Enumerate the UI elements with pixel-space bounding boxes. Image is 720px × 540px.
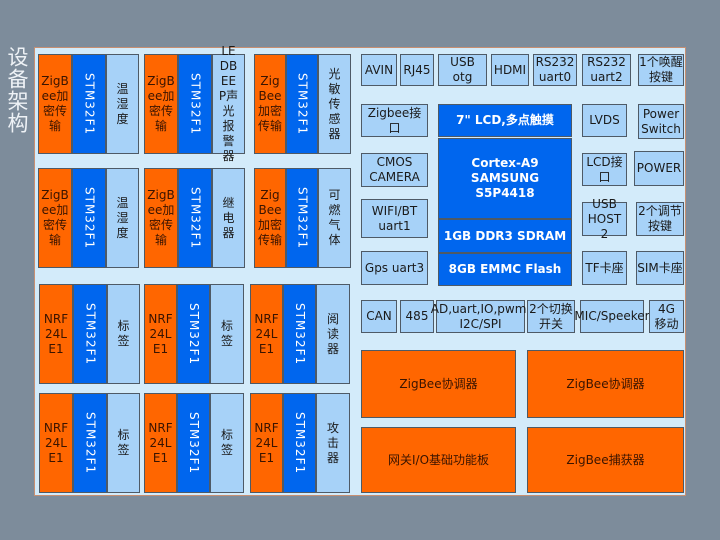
device-module: 继电器 xyxy=(212,168,245,268)
flash-block: 8GB EMMC Flash xyxy=(438,253,572,286)
interface-2: 2个切换 开关 xyxy=(527,300,575,333)
device-module: 标签 xyxy=(107,284,140,384)
sdram-block: 1GB DDR3 SDRAM xyxy=(438,219,572,253)
interface-4g: 4G 移动 xyxy=(649,300,684,333)
interface-zigbee: Zigbee接口 xyxy=(361,104,428,137)
mcu-module: STM32F1 xyxy=(178,168,212,268)
interface-power: POWER xyxy=(634,151,684,186)
mcu-module: STM32F1 xyxy=(283,284,316,384)
board-block: 网关I/O基础功能板 xyxy=(361,427,516,493)
radio-module: ZigBee加密传输 xyxy=(254,168,286,268)
device-module: LEDBEEP声光报警器 xyxy=(212,44,245,163)
lcd-touch-block: 7" LCD,多点触摸 xyxy=(438,104,572,137)
device-module: 标签 xyxy=(107,393,140,493)
radio-module: NRF24LE1 xyxy=(39,393,73,493)
device-module: 阅读器 xyxy=(316,284,350,384)
radio-module: NRF24LE1 xyxy=(144,393,177,493)
radio-module: NRF24LE1 xyxy=(39,284,73,384)
interface-cmos-camera: CMOS CAMERA xyxy=(361,153,428,187)
mcu-module: STM32F1 xyxy=(177,393,210,493)
device-module: 标签 xyxy=(210,284,244,384)
cpu-block: Cortex-A9 SAMSUNG S5P4418 xyxy=(438,138,572,219)
architecture-panel xyxy=(34,47,686,496)
device-module: 温湿度 xyxy=(106,54,139,154)
interface-lcd: LCD接口 xyxy=(582,153,627,186)
interface-avin: AVIN xyxy=(361,54,397,86)
interface-rs232-uart2: RS232 uart2 xyxy=(582,54,631,86)
radio-module: ZigBee加密传输 xyxy=(38,54,72,154)
radio-module: ZigBee加密传输 xyxy=(254,54,286,154)
device-module: 温湿度 xyxy=(106,168,139,268)
device-module: 可燃气体 xyxy=(318,168,351,268)
interface-sim: SIM卡座 xyxy=(636,251,684,285)
mcu-module: STM32F1 xyxy=(286,168,318,268)
page-title: 设备架构 xyxy=(5,46,29,134)
mcu-module: STM32F1 xyxy=(72,54,106,154)
radio-module: NRF24LE1 xyxy=(144,284,177,384)
interface-rj45: RJ45 xyxy=(400,54,434,86)
device-module: 攻击器 xyxy=(316,393,350,493)
interface-1: 1个唤醒 按键 xyxy=(638,54,684,86)
interface-mic-speeker: MIC/Speeker xyxy=(574,300,650,333)
interface-2: 2个调节 按键 xyxy=(636,202,684,236)
interface-485: 485 xyxy=(400,300,434,333)
interface-can: CAN xyxy=(361,300,397,333)
radio-module: ZigBee加密传输 xyxy=(144,168,178,268)
device-module: 光敏传感器 xyxy=(318,54,351,154)
mcu-module: STM32F1 xyxy=(73,284,107,384)
radio-module: NRF24LE1 xyxy=(250,393,283,493)
mcu-module: STM32F1 xyxy=(178,54,212,154)
radio-module: NRF24LE1 xyxy=(250,284,283,384)
interface-power-switch: Power Switch xyxy=(638,104,684,139)
mcu-module: STM32F1 xyxy=(73,393,107,493)
interface-wifi-bt-uart1: WIFI/BT uart1 xyxy=(361,199,428,238)
board-block: ZigBee协调器 xyxy=(527,350,684,418)
mcu-module: STM32F1 xyxy=(72,168,106,268)
mcu-module: STM32F1 xyxy=(283,393,316,493)
interface-ad-uart-io-pwm-i2c-spi: AD,uart,IO,pwm, I2C/SPI xyxy=(431,300,530,333)
interface-hdmi: HDMI xyxy=(491,54,529,86)
board-block: ZigBee捕获器 xyxy=(527,427,684,493)
interface-lvds: LVDS xyxy=(582,104,627,137)
device-module: 标签 xyxy=(210,393,244,493)
mcu-module: STM32F1 xyxy=(286,54,318,154)
interface-rs232-uart0: RS232 uart0 xyxy=(533,54,577,86)
radio-module: ZigBee加密传输 xyxy=(144,54,178,154)
interface-usb-otg: USB otg xyxy=(438,54,487,86)
interface-tf: TF卡座 xyxy=(582,251,627,285)
radio-module: ZigBee加密传输 xyxy=(38,168,72,268)
mcu-module: STM32F1 xyxy=(177,284,210,384)
interface-usb-host-2: USB HOST 2 xyxy=(582,197,627,241)
board-block: ZigBee协调器 xyxy=(361,350,516,418)
interface-gps-uart3: Gps uart3 xyxy=(361,251,428,285)
